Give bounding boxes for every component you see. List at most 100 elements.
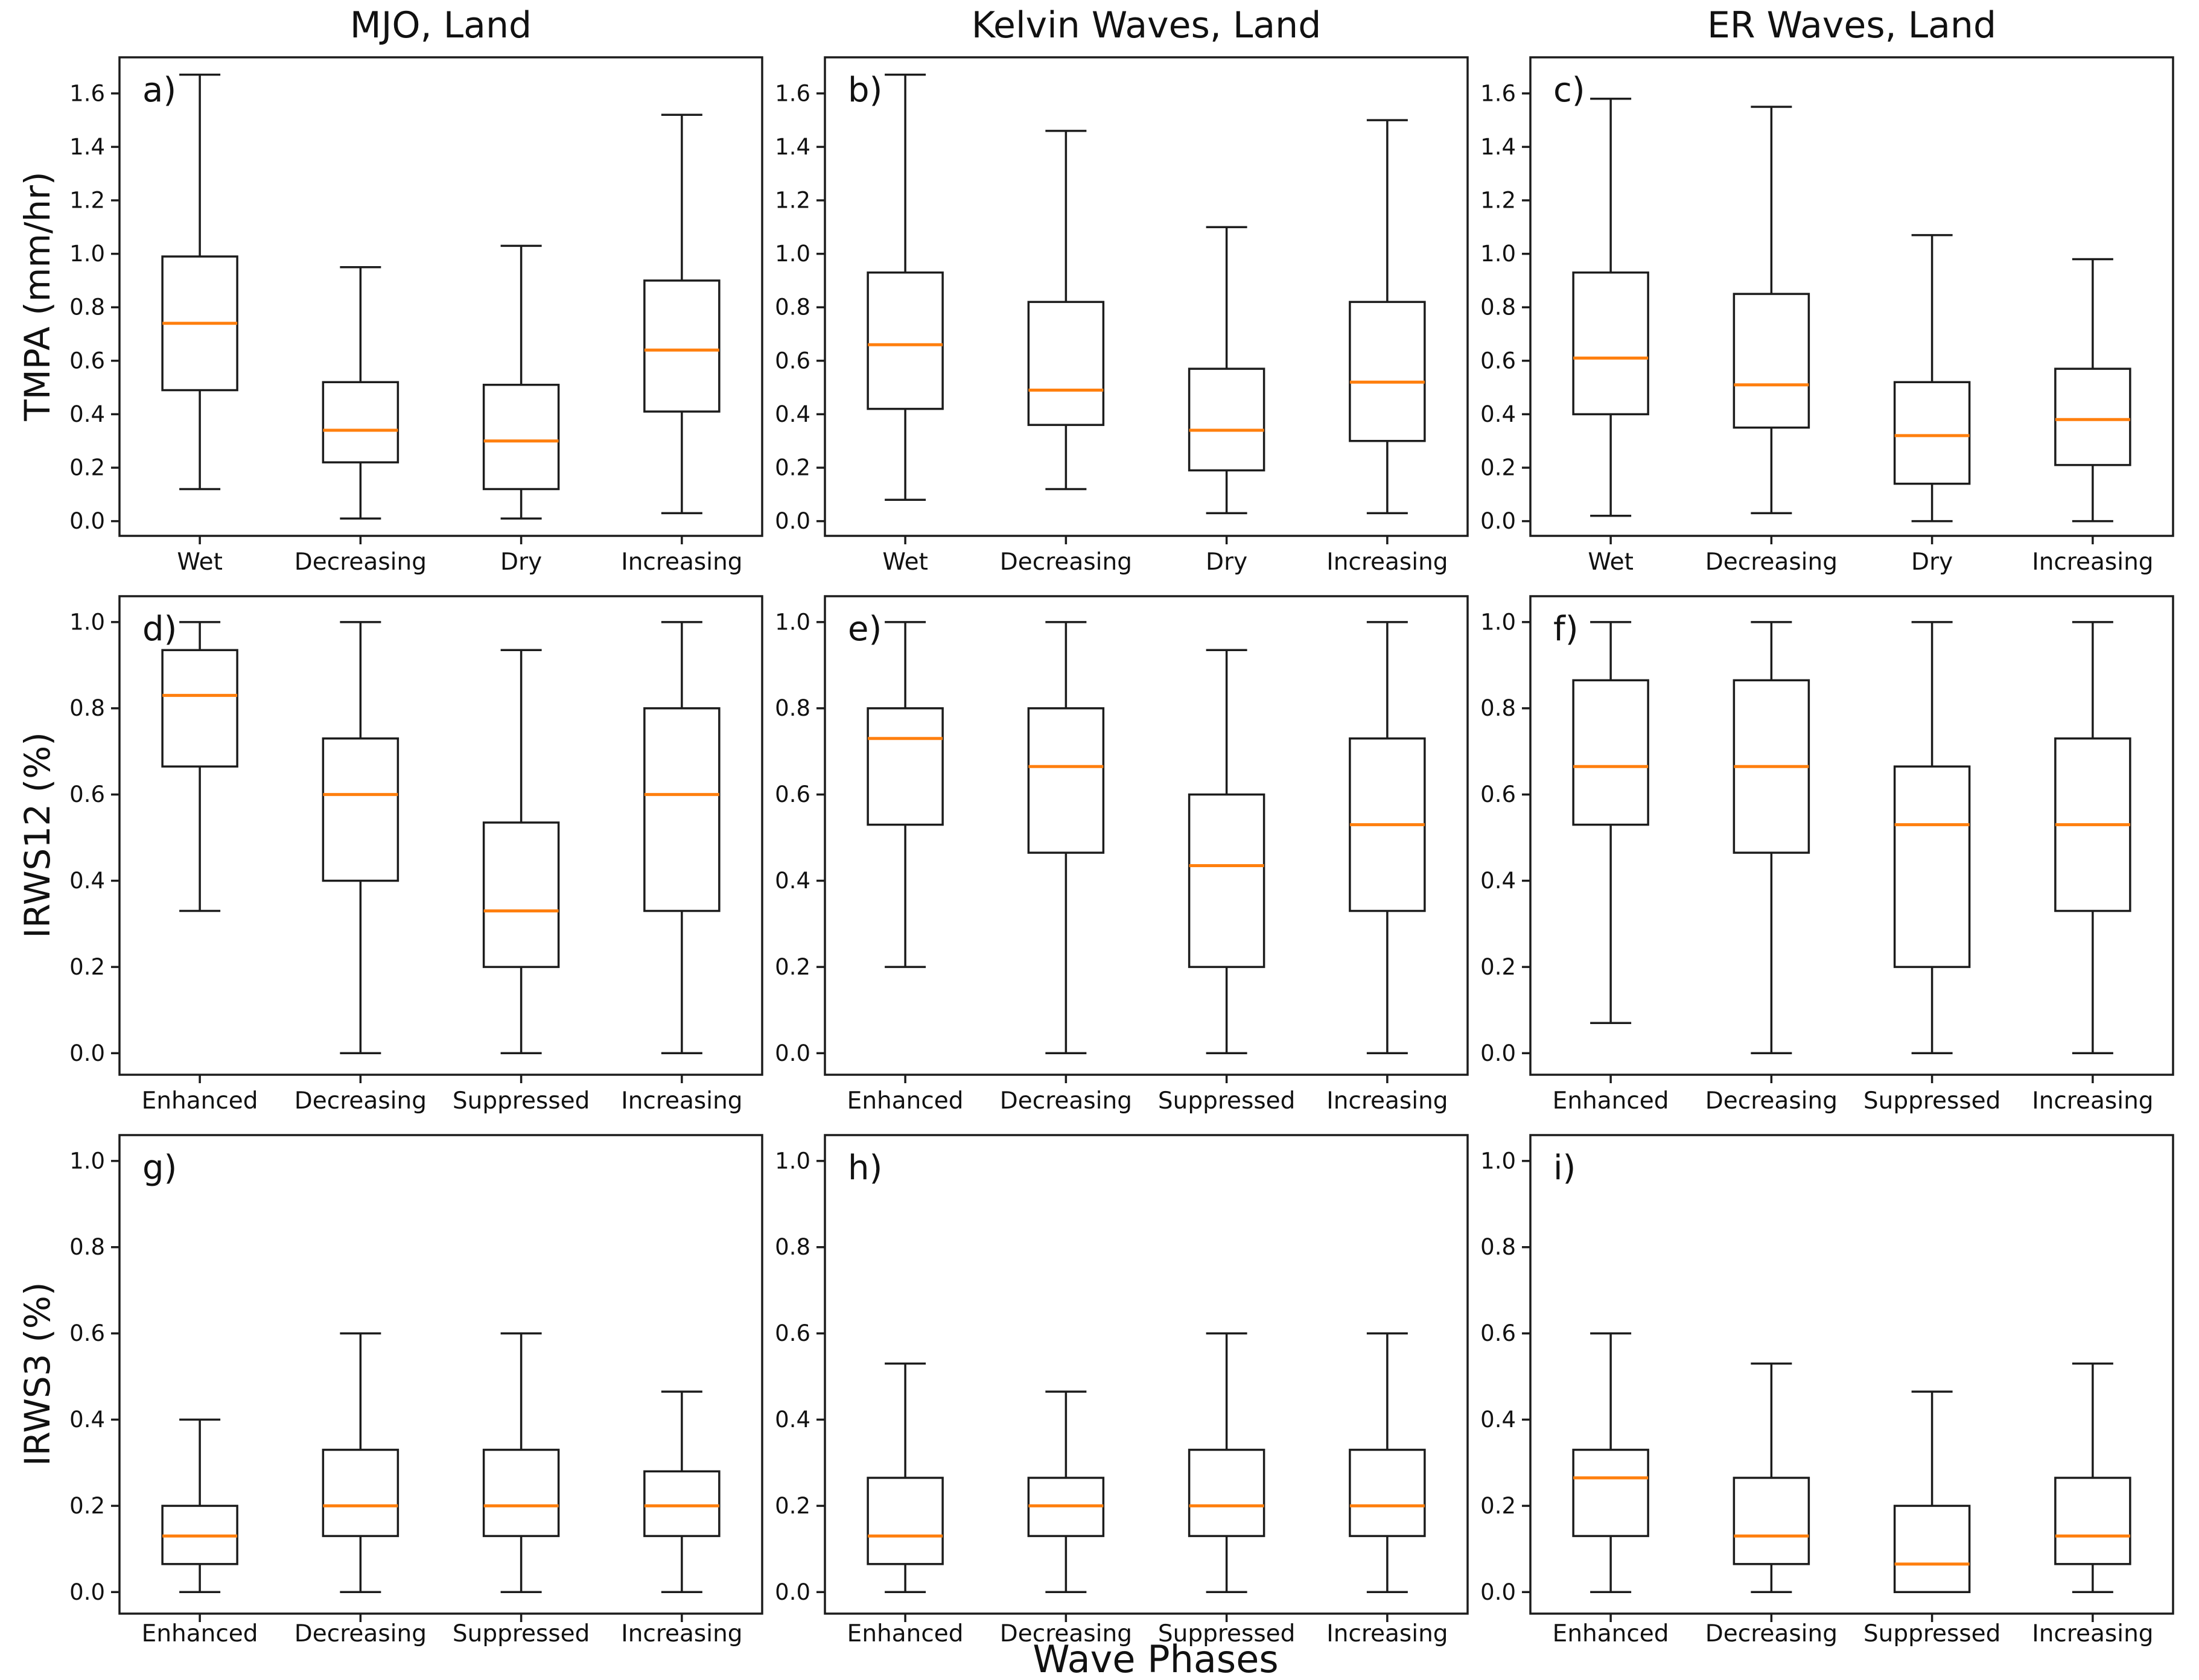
iqr-box bbox=[482, 383, 560, 491]
y-tick-label: 0.0 bbox=[775, 508, 810, 534]
panel-letter-b: b) bbox=[848, 71, 883, 110]
y-tick-label: 0.6 bbox=[69, 781, 105, 807]
y-axis-label-irws12: IRWS12 (%) bbox=[17, 732, 58, 938]
y-tick-label: 0.6 bbox=[69, 1320, 105, 1346]
x-axis-label: Wave Phases bbox=[1033, 1637, 1279, 1680]
iqr-box bbox=[322, 1448, 399, 1538]
y-tick-label: 0.6 bbox=[1480, 1320, 1516, 1346]
category-label: Increasing bbox=[2032, 1087, 2153, 1115]
box-h-decreasing bbox=[1027, 1390, 1105, 1594]
box-f-suppressed bbox=[1893, 621, 1971, 1055]
y-tick-label: 0.0 bbox=[1480, 508, 1516, 534]
box-c-dry bbox=[1893, 234, 1971, 523]
y-tick-label: 1.0 bbox=[1480, 609, 1516, 635]
y-tick-label: 1.0 bbox=[69, 1148, 105, 1174]
iqr-box bbox=[1188, 1448, 1265, 1538]
iqr-box bbox=[643, 279, 721, 413]
category-label: Dry bbox=[1206, 549, 1247, 576]
box-b-dry bbox=[1188, 226, 1265, 515]
box-h-suppressed bbox=[1188, 1332, 1265, 1594]
box-i-suppressed bbox=[1893, 1390, 1971, 1594]
y-tick-label: 0.0 bbox=[69, 1579, 105, 1605]
iqr-box bbox=[1188, 368, 1265, 472]
y-tick-label: 0.4 bbox=[1480, 401, 1516, 427]
y-tick-label: 1.0 bbox=[775, 1148, 810, 1174]
panel-i: 0.0 0.2 0.4 0.6 0.8 1.0 Enhanced Decreasing Supp… bbox=[1480, 1134, 2174, 1647]
y-tick-label: 1.6 bbox=[775, 80, 810, 106]
y-tick-label: 0.2 bbox=[1480, 1493, 1516, 1519]
column-title-mjo: MJO, Land bbox=[349, 4, 532, 46]
y-tick-label: 1.2 bbox=[69, 188, 105, 214]
y-tick-label: 0.0 bbox=[1480, 1040, 1516, 1066]
y-tick-label: 0.4 bbox=[775, 868, 810, 894]
y-tick-label: 0.2 bbox=[69, 1493, 105, 1519]
box-h-enhanced bbox=[867, 1362, 944, 1594]
iqr-box bbox=[1733, 1477, 1810, 1565]
category-label: Increasing bbox=[621, 1620, 742, 1647]
box-c-wet bbox=[1572, 97, 1649, 517]
iqr-box bbox=[1893, 1504, 1971, 1594]
box-i-decreasing bbox=[1733, 1362, 1810, 1594]
box-g-enhanced bbox=[161, 1418, 238, 1594]
y-tick-label: 0.6 bbox=[775, 348, 810, 374]
category-label: Enhanced bbox=[142, 1620, 258, 1647]
category-label: Suppressed bbox=[453, 1620, 590, 1647]
category-label: Decreasing bbox=[1705, 1087, 1838, 1115]
iqr-box bbox=[2054, 368, 2131, 466]
y-tick-label: 1.0 bbox=[775, 241, 810, 267]
y-tick-label: 0.6 bbox=[775, 1320, 810, 1346]
box-g-decreasing bbox=[322, 1332, 399, 1594]
y-tick-label: 0.6 bbox=[1480, 348, 1516, 374]
category-label: Decreasing bbox=[1705, 549, 1838, 576]
box-a-increasing bbox=[643, 113, 721, 515]
iqr-box bbox=[1027, 301, 1105, 426]
y-tick-label: 0.0 bbox=[775, 1579, 810, 1605]
panel-letter-a: a) bbox=[142, 71, 177, 110]
panel-d: 0.0 0.2 0.4 0.6 0.8 1.0 Enhanced Decreasing Supp… bbox=[69, 595, 763, 1115]
iqr-box bbox=[1893, 381, 1971, 485]
y-axis-label-tmpa: TMPA (mm/hr) bbox=[17, 171, 58, 421]
box-e-suppressed bbox=[1188, 649, 1265, 1055]
category-label: Wet bbox=[882, 549, 928, 576]
y-tick-label: 1.4 bbox=[69, 134, 105, 160]
y-tick-label: 1.2 bbox=[775, 188, 810, 214]
panel-letter-e: e) bbox=[848, 609, 882, 649]
category-label: Increasing bbox=[621, 1087, 742, 1115]
iqr-box bbox=[1027, 707, 1105, 854]
box-f-increasing bbox=[2054, 621, 2131, 1055]
y-tick-label: 1.4 bbox=[775, 134, 810, 160]
y-tick-label: 0.8 bbox=[1480, 1234, 1516, 1260]
y-tick-label: 0.2 bbox=[1480, 954, 1516, 980]
iqr-box bbox=[161, 649, 238, 768]
category-label: Increasing bbox=[1326, 1087, 1448, 1115]
box-g-suppressed bbox=[482, 1332, 560, 1594]
y-tick-label: 0.8 bbox=[69, 294, 105, 320]
box-d-decreasing bbox=[322, 621, 399, 1055]
y-tick-label: 0.6 bbox=[69, 348, 105, 374]
box-e-increasing bbox=[1349, 621, 1426, 1055]
y-tick-label: 0.8 bbox=[775, 1234, 810, 1260]
box-i-enhanced bbox=[1572, 1332, 1649, 1594]
category-label: Increasing bbox=[2032, 549, 2153, 576]
box-f-decreasing bbox=[1733, 621, 1810, 1055]
category-label: Decreasing bbox=[294, 1087, 427, 1115]
box-b-increasing bbox=[1349, 119, 1426, 515]
y-tick-label: 0.4 bbox=[1480, 1407, 1516, 1433]
iqr-box bbox=[2054, 1477, 2131, 1565]
y-tick-label: 1.0 bbox=[775, 609, 810, 635]
category-label: Decreasing bbox=[294, 1620, 427, 1647]
iqr-box bbox=[1572, 271, 1649, 416]
panel-e: 0.0 0.2 0.4 0.6 0.8 1.0 Enhanced Decreasing Supp… bbox=[775, 595, 1469, 1115]
iqr-box bbox=[1733, 293, 1810, 429]
panel-c: 0.0 0.2 0.4 0.6 0.8 1.0 1.2 1.4 1.6 Wet Decreasing… bbox=[1480, 56, 2174, 576]
y-tick-label: 0.8 bbox=[775, 294, 810, 320]
panel-letter-f: f) bbox=[1553, 609, 1579, 649]
category-label: Suppressed bbox=[1863, 1087, 2001, 1115]
y-tick-label: 0.8 bbox=[775, 695, 810, 721]
category-label: Enhanced bbox=[1553, 1620, 1669, 1647]
box-c-decreasing bbox=[1733, 106, 1810, 515]
panel-letter-g: g) bbox=[142, 1148, 177, 1188]
y-tick-label: 1.4 bbox=[1480, 134, 1516, 160]
category-label: Enhanced bbox=[847, 1087, 964, 1115]
